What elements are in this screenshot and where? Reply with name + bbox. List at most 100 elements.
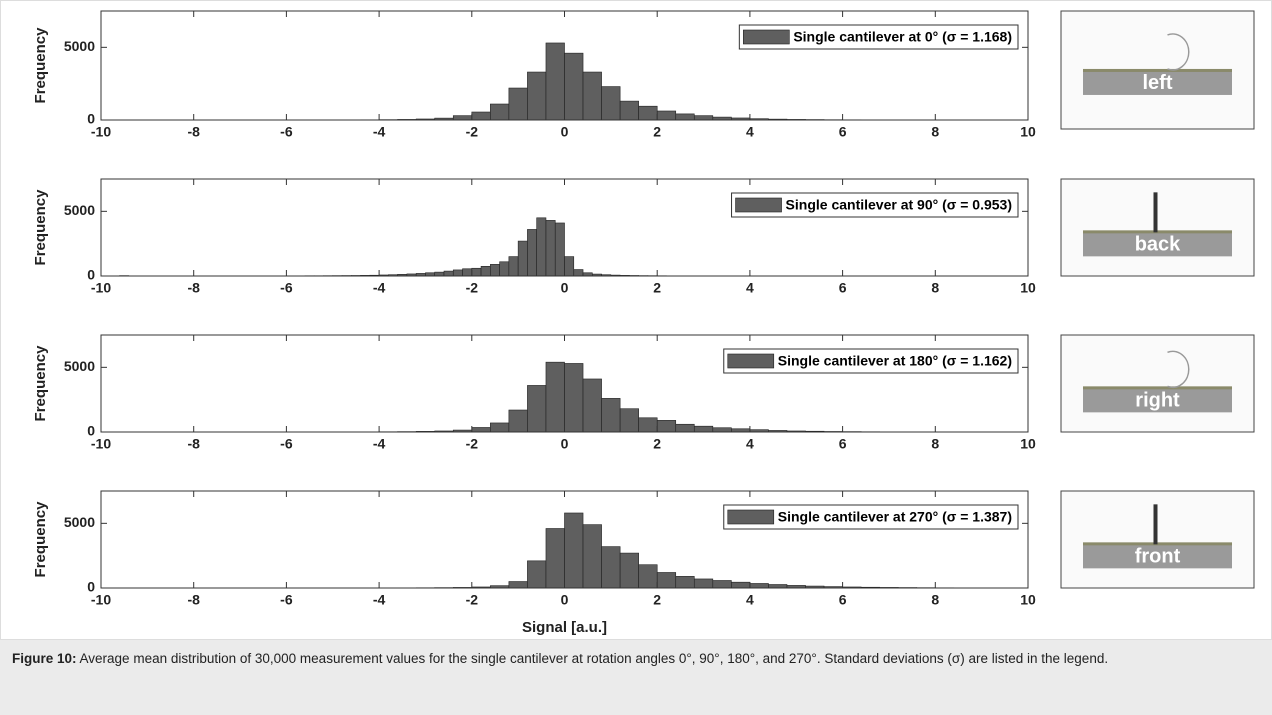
y-axis-label: Frequency: [32, 501, 49, 578]
legend: Single cantilever at 90° (σ = 0.953): [731, 192, 1019, 218]
histogram-bar: [490, 103, 510, 121]
y-axis-label: Frequency: [32, 27, 49, 104]
inset-image: front: [1060, 490, 1255, 589]
histogram-bar: [480, 265, 491, 277]
x-tick-label: 0: [561, 280, 569, 296]
legend-swatch: [743, 29, 790, 45]
y-tick-label: 5000: [64, 514, 95, 530]
histogram-bar: [693, 578, 714, 589]
y-tick-label: 0: [87, 423, 95, 439]
x-tick-label: 6: [839, 592, 847, 608]
histogram-bar: [508, 256, 519, 277]
x-tick-label: 10: [1020, 592, 1036, 608]
histogram-bar: [490, 264, 500, 277]
x-tick-label: -10: [91, 592, 111, 608]
x-tick-label: -10: [91, 280, 111, 296]
inset-label: left: [1143, 72, 1173, 94]
y-axis-label: Frequency: [32, 345, 49, 422]
inset-substrate: [1083, 70, 1232, 95]
x-tick-label: 4: [746, 124, 754, 140]
figure: -10 -8 -6 -4 -2 0 2 4 6 8 10 0 5000 Frequency Single c…: [0, 0, 1272, 640]
inset-cantilever: [1167, 350, 1190, 389]
x-tick-label: 6: [839, 280, 847, 296]
legend: Single cantilever at 180° (σ = 1.162): [723, 348, 1019, 374]
inset-cantilever: [1167, 33, 1190, 71]
x-tick-label: 10: [1020, 124, 1036, 140]
inset-label: right: [1135, 390, 1180, 412]
x-tick-label: 8: [931, 436, 939, 452]
legend: Single cantilever at 0° (σ = 1.168): [738, 24, 1019, 50]
x-tick-label: 6: [839, 436, 847, 452]
y-tick-label: 0: [87, 111, 95, 127]
x-tick-label: -6: [280, 436, 293, 452]
histogram-bar: [554, 222, 565, 277]
histogram-bar: [527, 71, 547, 121]
histogram-bar: [619, 100, 639, 121]
histogram-bar: [443, 270, 454, 277]
x-tick-label: 8: [931, 280, 939, 296]
histogram-bar: [545, 528, 565, 589]
inset-image: left: [1060, 10, 1255, 130]
histogram-bar: [619, 408, 639, 433]
chart: -10 -8 -6 -4 -2 0 2 4 6 8 10 0 5000 Frequency Single c…: [32, 10, 1255, 636]
histogram-bar: [434, 271, 445, 277]
inset-rim: [1083, 386, 1232, 390]
inset-cantilever: [1153, 504, 1158, 545]
histogram-bar: [471, 111, 491, 121]
histogram-bar: [490, 422, 510, 433]
histogram-bar: [656, 420, 677, 433]
histogram-bar: [527, 560, 547, 589]
y-tick-label: 5000: [64, 202, 95, 218]
caption-label: Figure 10:: [12, 651, 77, 666]
x-tick-label: 6: [839, 124, 847, 140]
x-tick-label: 8: [931, 592, 939, 608]
x-tick-label: -8: [187, 436, 200, 452]
histogram-bar: [545, 42, 565, 121]
legend-swatch: [727, 509, 775, 525]
y-tick-label: 0: [87, 267, 95, 283]
histogram-bar: [582, 71, 602, 121]
x-tick-label: -10: [91, 436, 111, 452]
inset-substrate: [1083, 388, 1232, 413]
inset-label: back: [1135, 234, 1181, 256]
histogram-bar: [693, 115, 714, 121]
legend-label: Single cantilever at 180° (σ = 1.162): [778, 353, 1012, 369]
histogram-bar: [564, 512, 584, 589]
x-tick-label: 2: [653, 436, 661, 452]
histogram-bar: [638, 564, 658, 589]
legend-label: Single cantilever at 270° (σ = 1.387): [778, 509, 1012, 525]
histogram-bar: [508, 87, 528, 121]
histogram-bar: [675, 113, 695, 121]
x-tick-label: -6: [280, 280, 293, 296]
histogram-bar: [564, 363, 584, 433]
y-axis-label: Frequency: [32, 189, 49, 266]
histogram-bar: [545, 361, 565, 433]
histogram-bar: [517, 240, 528, 277]
x-tick-label: -6: [280, 592, 293, 608]
histogram-bar: [749, 583, 769, 589]
x-tick-label: 2: [653, 124, 661, 140]
x-tick-label: -8: [187, 280, 200, 296]
x-tick-label: -4: [373, 592, 386, 608]
x-tick-label: -8: [187, 592, 200, 608]
inset-rim: [1083, 68, 1232, 72]
caption-text: Average mean distribution of 30,000 meas…: [79, 651, 1109, 666]
histogram-bar: [471, 427, 491, 433]
histogram-bar: [638, 105, 658, 121]
histogram-bar: [471, 267, 482, 277]
x-tick-label: 0: [561, 436, 569, 452]
legend-swatch: [735, 197, 782, 213]
histogram-bar: [712, 427, 732, 433]
inset-cantilever: [1153, 192, 1158, 233]
inset-image: right: [1060, 334, 1255, 433]
x-tick-label: 4: [746, 592, 754, 608]
legend-label: Single cantilever at 0° (σ = 1.168): [793, 29, 1012, 45]
histogram-bar: [527, 229, 537, 277]
histogram-bar: [601, 398, 621, 433]
histogram-bar: [527, 385, 547, 433]
x-tick-label: -4: [373, 436, 386, 452]
histogram-bar: [656, 572, 677, 589]
x-tick-label: 2: [653, 592, 661, 608]
histogram-bar: [452, 115, 473, 121]
